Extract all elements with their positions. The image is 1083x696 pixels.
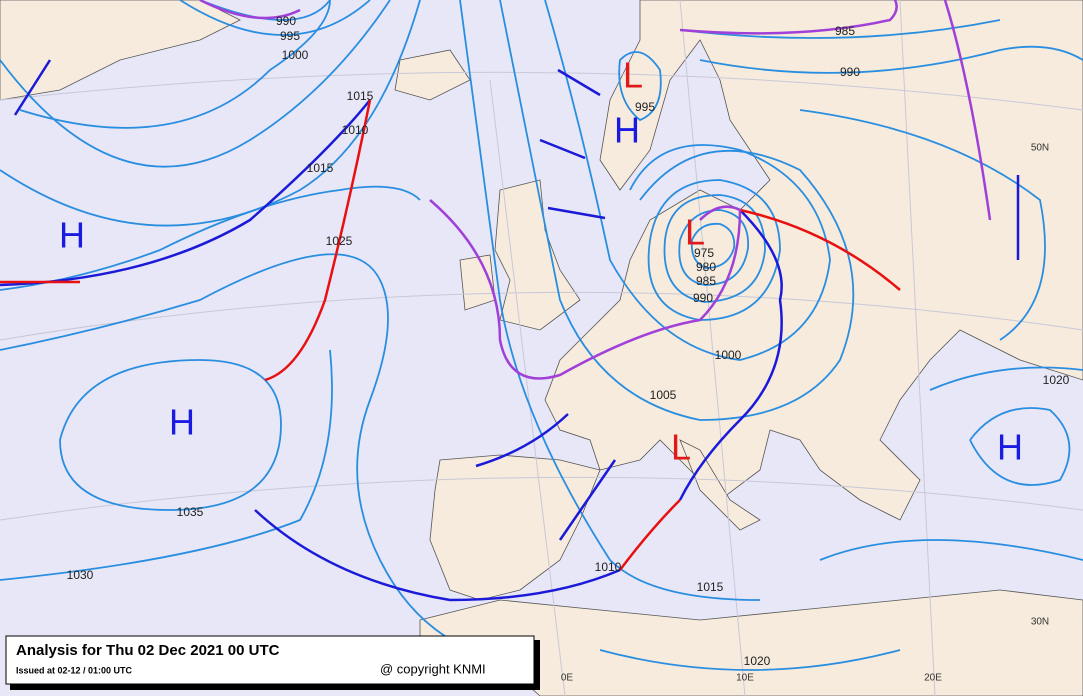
grid-label: 20E: [924, 673, 942, 684]
isobar-label: 1025: [326, 234, 353, 248]
isobar-label: 1010: [342, 123, 369, 137]
isobar-label: 1000: [282, 48, 309, 62]
high-center: H: [59, 215, 85, 256]
high-center: H: [169, 402, 195, 443]
caption-box: Analysis for Thu 02 Dec 2021 00 UTC Issu…: [5, 635, 540, 690]
grid-label: 0E: [561, 673, 574, 684]
grid-label: 50N: [1031, 143, 1049, 154]
low-center: L: [685, 212, 705, 253]
caption-copyright: @ copyright KNMI: [380, 661, 486, 676]
isobar-label: 985: [835, 24, 855, 38]
isobar-label: 1020: [1043, 373, 1070, 387]
isobar-labels: 990 995 1000 1015 1010 1015 1025 1035 10…: [67, 14, 1070, 668]
isobar-label: 1035: [177, 505, 204, 519]
isobar-label: 975: [694, 246, 714, 260]
isobar-label: 1010: [595, 560, 622, 574]
high-center: H: [614, 110, 640, 151]
isobar-label: 985: [696, 274, 716, 288]
isobar-label: 980: [696, 260, 716, 274]
isobar-label: 1015: [307, 161, 334, 175]
grid-label: 10E: [736, 673, 754, 684]
isobar-label: 990: [693, 291, 713, 305]
isobars: [0, 0, 1083, 671]
isobar-label: 1005: [650, 388, 677, 402]
grid-labels: 50N 30N 0E 10E 20E: [561, 143, 1049, 684]
isobar-label: 995: [280, 29, 300, 43]
fronts: [0, 0, 1020, 602]
grid-label: 30N: [1031, 617, 1049, 628]
low-center: L: [623, 55, 643, 96]
high-center: H: [997, 427, 1023, 468]
caption-panel: [5, 635, 535, 685]
isobar-label: 1000: [715, 348, 742, 362]
isobar-label: 1020: [744, 654, 771, 668]
caption-title: Analysis for Thu 02 Dec 2021 00 UTC: [16, 642, 280, 659]
isobar-label: 1030: [67, 568, 94, 582]
pressure-centers: H H H L L L H: [59, 55, 1023, 468]
isobar-label: 1015: [697, 580, 724, 594]
low-center: L: [671, 427, 691, 468]
caption-issued: Issued at 02-12 / 01:00 UTC: [16, 665, 133, 675]
isobar-label: 990: [276, 14, 296, 28]
isobar-label: 995: [635, 100, 655, 114]
isobar-label: 990: [840, 65, 860, 79]
isobar-label: 1015: [347, 89, 374, 103]
